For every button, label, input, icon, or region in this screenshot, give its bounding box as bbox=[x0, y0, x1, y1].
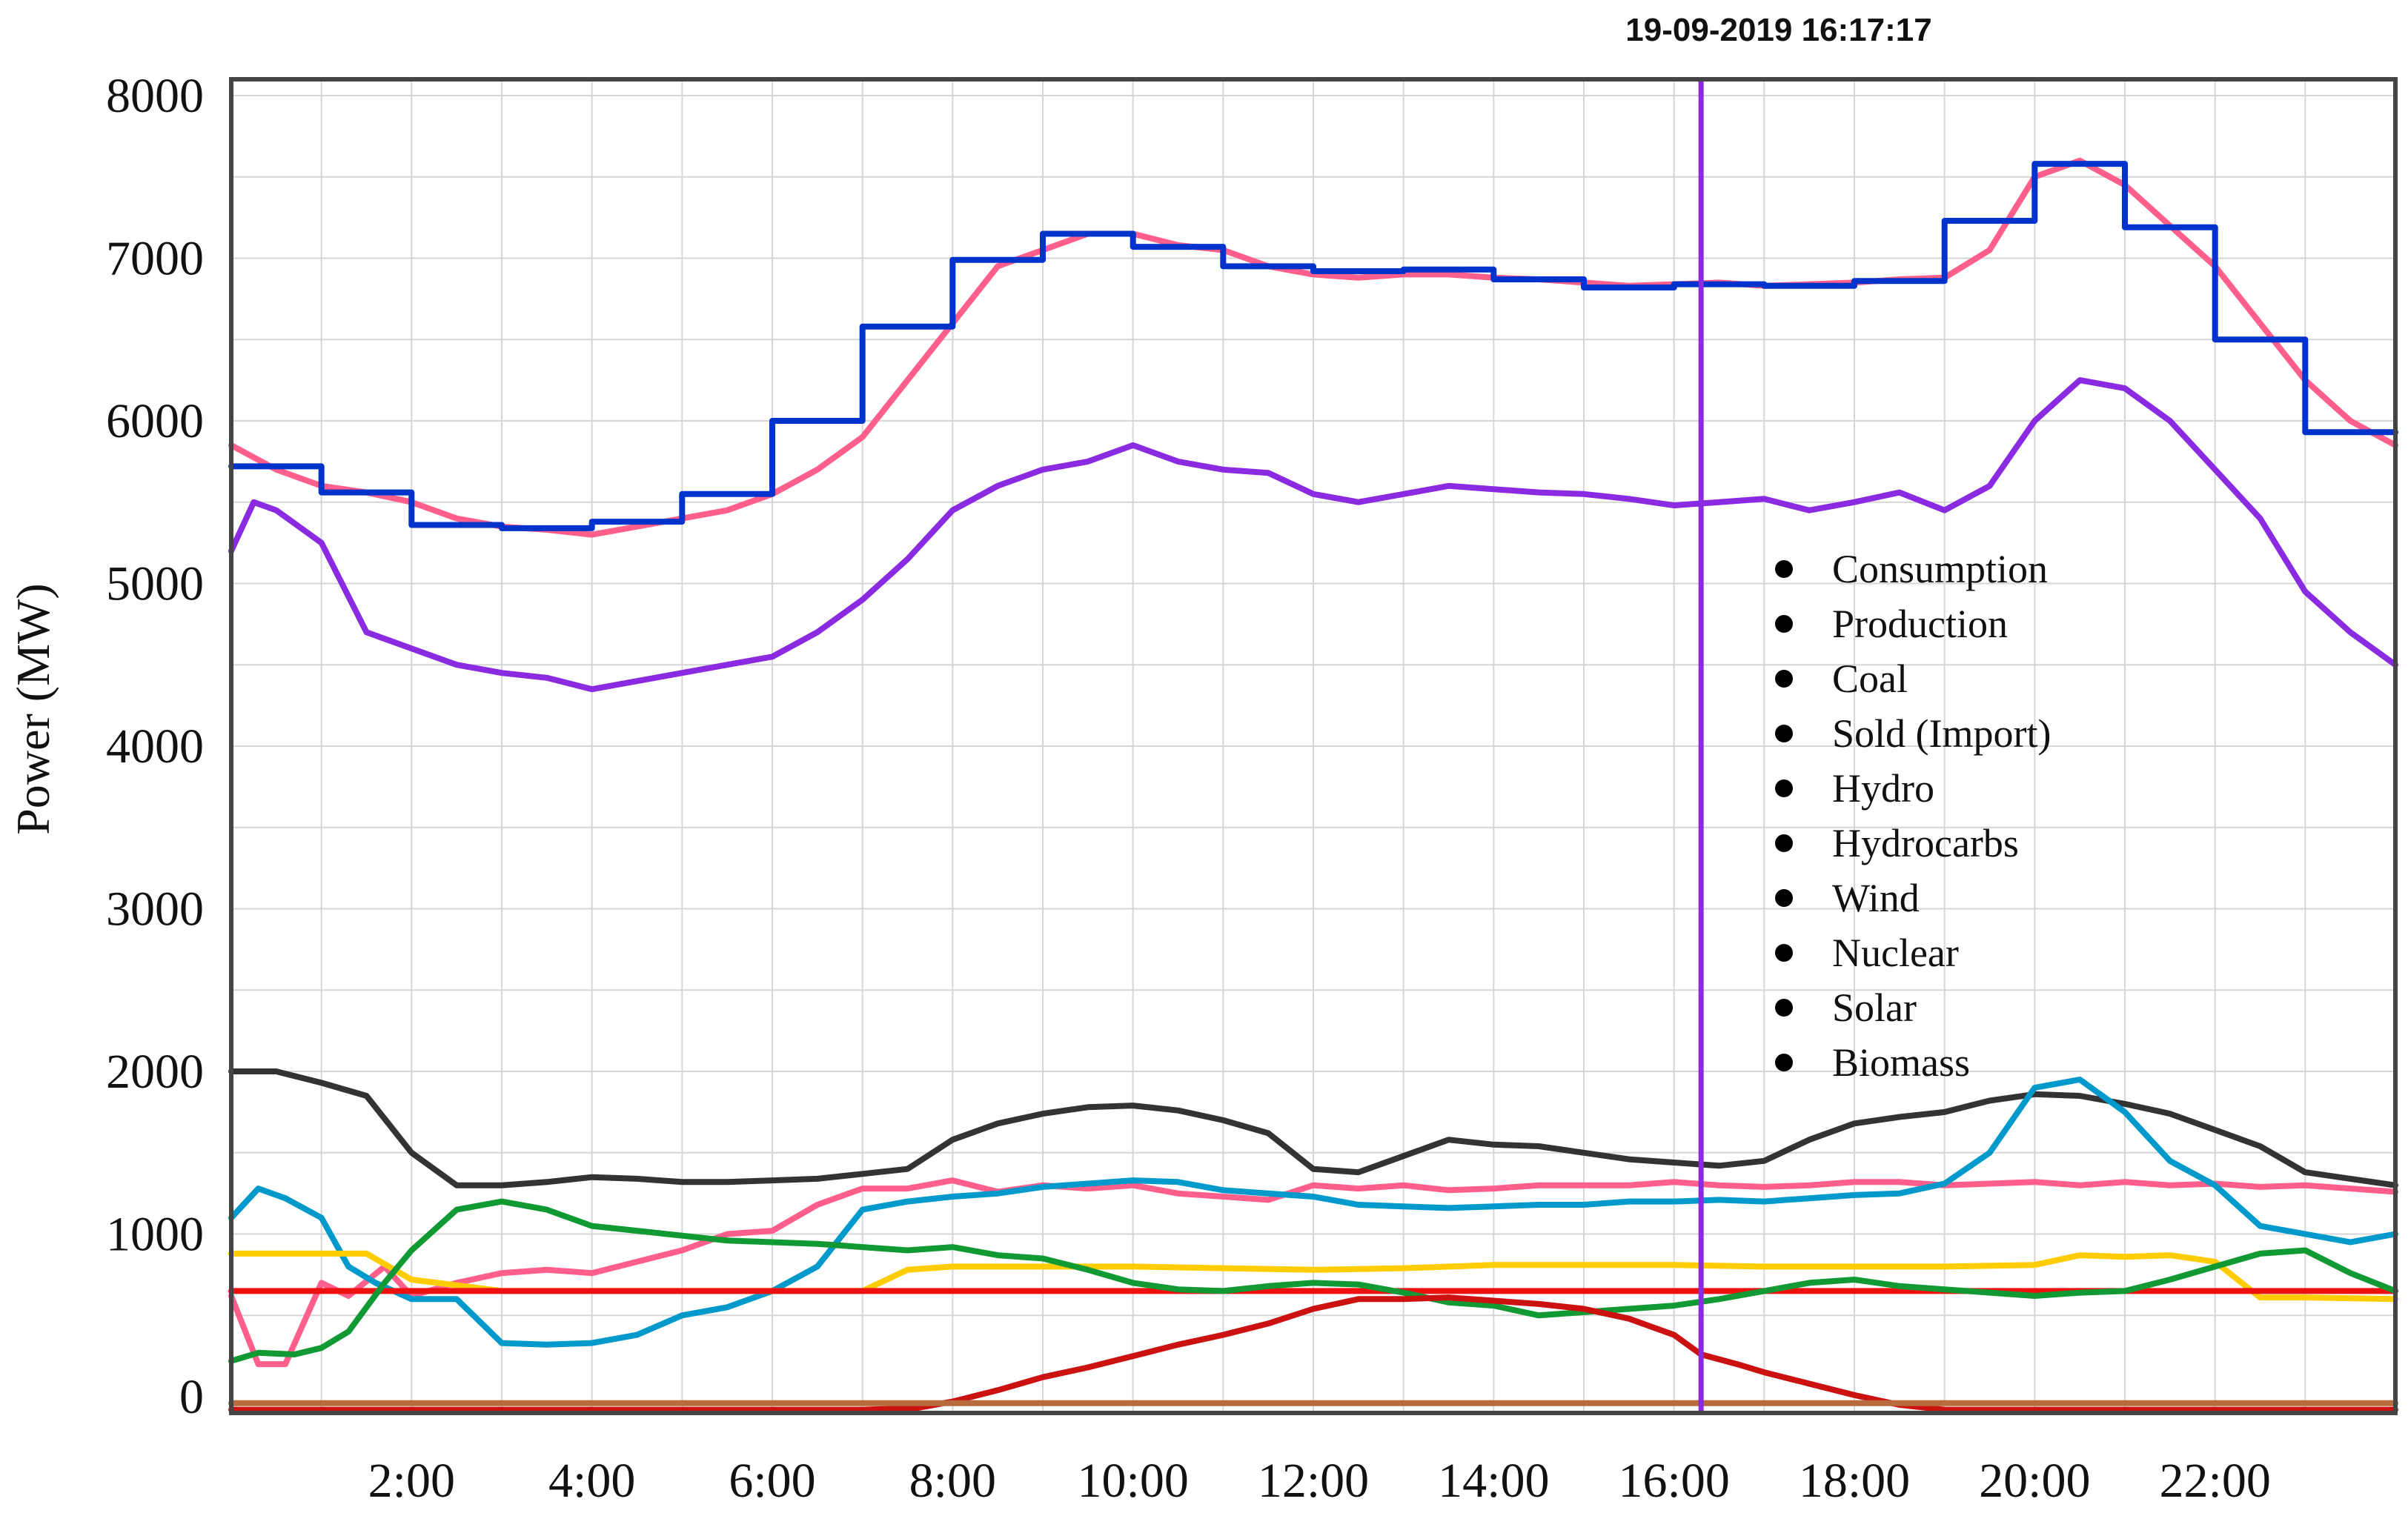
legend-entry-label: Hydrocarbs bbox=[1832, 821, 2019, 865]
legend-bullet bbox=[1775, 944, 1793, 962]
legend-bullet bbox=[1775, 889, 1793, 907]
legend-entry-label: Wind bbox=[1832, 876, 1920, 920]
y-tick-label: 3000 bbox=[106, 882, 204, 937]
legend-bullet bbox=[1775, 834, 1793, 852]
y-tick-label: 8000 bbox=[106, 69, 204, 123]
y-tick-label: 1000 bbox=[106, 1208, 204, 1262]
legend: Consumption Production Coal Sold (Import) Hy… bbox=[1775, 547, 2051, 1085]
x-tick-label: 16:00 bbox=[1618, 1454, 1729, 1508]
y-tick-label: 6000 bbox=[106, 394, 204, 448]
x-tick-label: 10:00 bbox=[1077, 1454, 1188, 1508]
cursor-timestamp: 19-09-2019 16:17:17 bbox=[1625, 12, 1931, 48]
x-tick-label: 14:00 bbox=[1438, 1454, 1549, 1508]
legend-entry-label: Sold (Import) bbox=[1832, 711, 2051, 756]
x-tick-label: 2:00 bbox=[368, 1454, 455, 1508]
y-tick-label: 2000 bbox=[106, 1045, 204, 1099]
legend-bullet bbox=[1775, 560, 1793, 578]
y-tick-label: 4000 bbox=[106, 719, 204, 774]
legend-bullet bbox=[1775, 615, 1793, 633]
x-tick-label: 8:00 bbox=[909, 1454, 996, 1508]
legend-bullet bbox=[1775, 1054, 1793, 1071]
x-tick-label: 12:00 bbox=[1258, 1454, 1369, 1508]
x-axis-ticks: 2:00 4:00 6:00 8:00 10:00 12:00 14:00 16:00 18:0… bbox=[368, 1454, 2271, 1508]
x-tick-label: 18:00 bbox=[1799, 1454, 1910, 1508]
series-lines bbox=[228, 157, 2398, 1413]
y-tick-label: 5000 bbox=[106, 556, 204, 611]
series-line-2 bbox=[228, 377, 2398, 693]
x-tick-label: 20:00 bbox=[1979, 1454, 2090, 1508]
x-tick-label: 4:00 bbox=[548, 1454, 635, 1508]
legend-entry-label: Production bbox=[1832, 602, 2008, 646]
legend-entry-label: Solar bbox=[1832, 985, 1917, 1030]
legend-entry-label: Consumption bbox=[1832, 547, 2048, 591]
series-line-8 bbox=[228, 1198, 2398, 1364]
series-line-5 bbox=[228, 1077, 2398, 1348]
legend-entry-label: Hydro bbox=[1832, 766, 1934, 811]
legend-entry-label: Coal bbox=[1832, 656, 1908, 701]
legend-bullet bbox=[1775, 779, 1793, 797]
y-tick-label: 0 bbox=[179, 1370, 204, 1424]
series-line-1 bbox=[228, 161, 2398, 531]
series-line-9 bbox=[228, 1294, 2398, 1413]
legend-bullet bbox=[1775, 999, 1793, 1017]
x-tick-label: 22:00 bbox=[2159, 1454, 2270, 1508]
x-tick-label: 6:00 bbox=[729, 1454, 815, 1508]
y-tick-label: 7000 bbox=[106, 231, 204, 285]
plot-frame bbox=[229, 77, 2398, 1415]
legend-entry-label: Nuclear bbox=[1832, 931, 1959, 975]
y-axis-label: Power (MW) bbox=[7, 583, 59, 834]
series-line-4 bbox=[228, 1177, 2398, 1368]
legend-bullet bbox=[1775, 670, 1793, 688]
series-line-3 bbox=[228, 1068, 2398, 1188]
legend-entry-label: Biomass bbox=[1832, 1040, 1970, 1085]
legend-bullet bbox=[1775, 725, 1793, 742]
y-axis-ticks: 0 1000 2000 3000 4000 5000 6000 7000 8000 bbox=[106, 69, 204, 1424]
